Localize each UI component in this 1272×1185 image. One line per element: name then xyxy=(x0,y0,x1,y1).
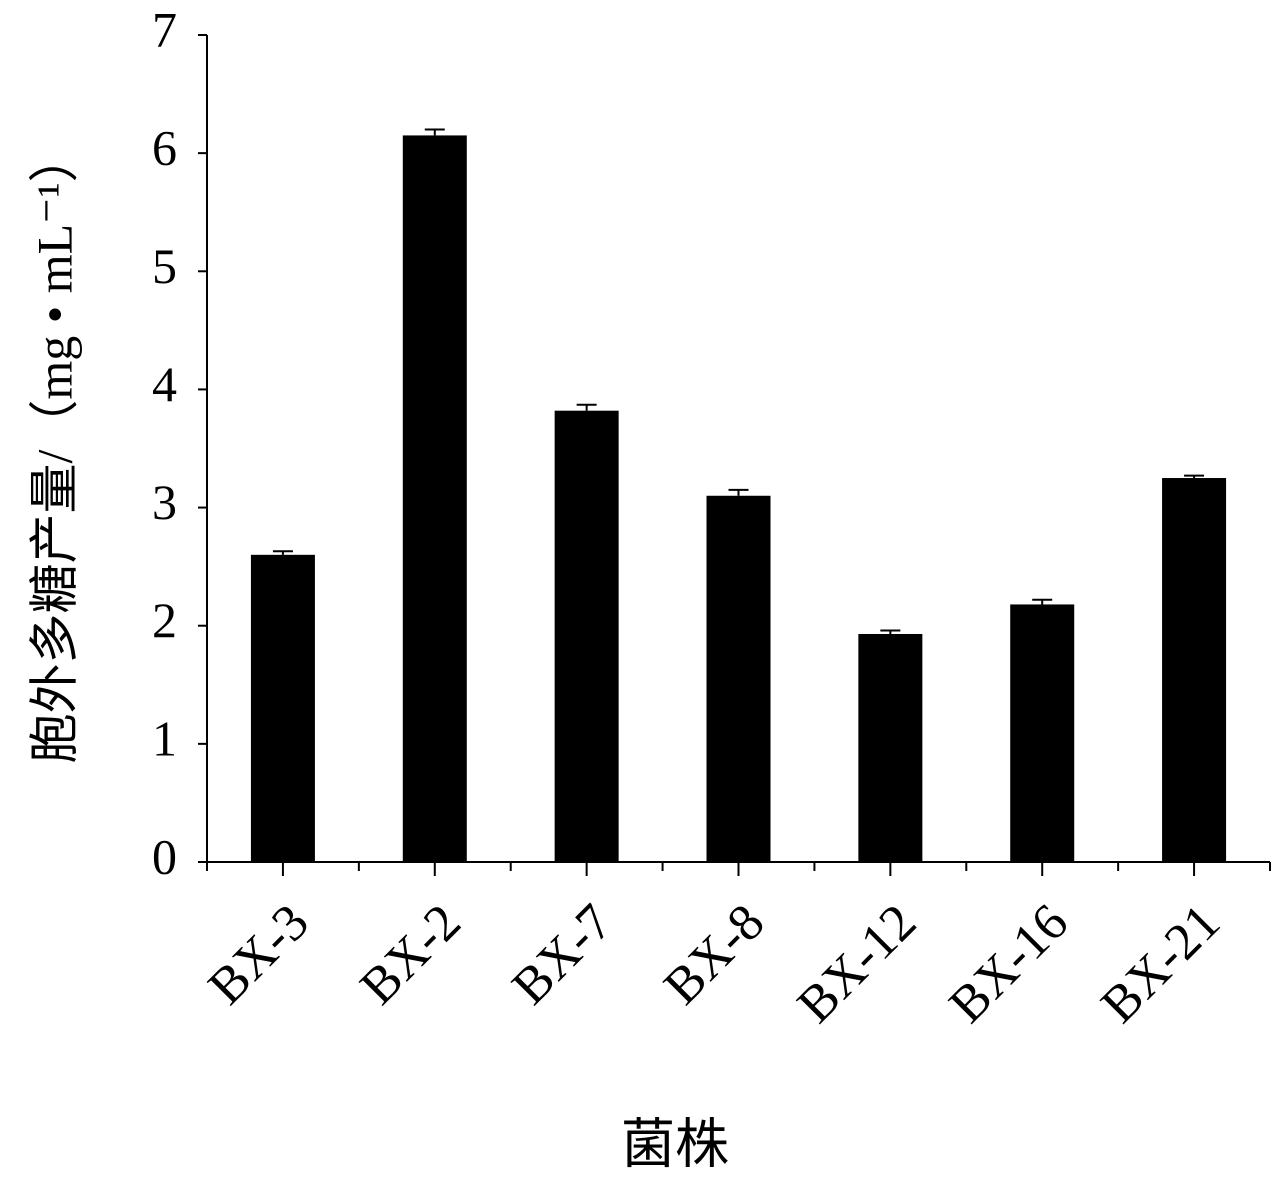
x-tick-label: BX-8 xyxy=(653,894,775,1016)
y-axis-title: 胞外多糖产量/（mg • mL⁻¹） xyxy=(26,132,82,763)
y-tick-label: 1 xyxy=(152,710,177,766)
x-tick-label: BX-7 xyxy=(502,894,624,1016)
bar xyxy=(554,410,619,862)
x-axis-title: 菌株 xyxy=(621,1114,729,1174)
y-tick-label: 6 xyxy=(152,120,177,176)
error-bar xyxy=(576,403,597,411)
x-tick-label: BX-21 xyxy=(1091,894,1231,1034)
error-bar xyxy=(1184,474,1205,479)
bar xyxy=(706,495,771,862)
error-bar xyxy=(272,550,293,555)
bar xyxy=(858,633,923,862)
x-tick-label: BX-16 xyxy=(939,894,1079,1034)
bar xyxy=(402,135,467,862)
y-tick-label: 2 xyxy=(152,592,177,648)
error-bar xyxy=(1032,598,1053,605)
y-tick-label: 4 xyxy=(152,356,177,412)
error-bar xyxy=(728,488,749,496)
bar xyxy=(1162,478,1227,862)
error-bar xyxy=(880,629,901,634)
y-tick-label: 3 xyxy=(152,474,177,530)
bar xyxy=(250,554,315,862)
x-tick-label: BX-2 xyxy=(350,894,472,1016)
error-bar xyxy=(424,128,445,136)
x-tick-label: BX-12 xyxy=(787,894,927,1034)
bar xyxy=(1010,604,1075,862)
y-tick-label: 7 xyxy=(152,1,177,57)
x-tick-label: BX-3 xyxy=(198,894,320,1016)
y-tick-label: 0 xyxy=(152,828,177,884)
y-tick-label: 5 xyxy=(152,238,177,294)
